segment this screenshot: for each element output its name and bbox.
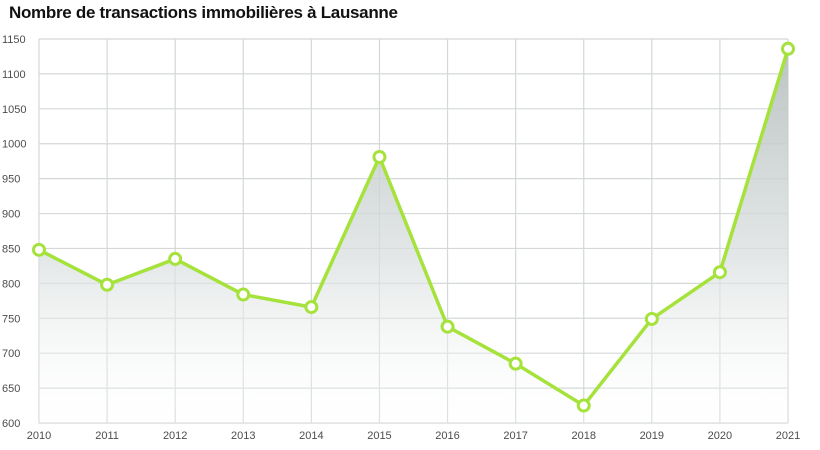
y-axis-labels: 600 650 700 750 800 850 900 950 1000 1050 1100 1150	[2, 34, 26, 430]
y-tick-label: 1000	[2, 139, 26, 151]
x-tick-label: 2020	[708, 430, 732, 442]
x-tick-label: 2018	[571, 430, 595, 442]
y-tick-label: 700	[2, 348, 20, 360]
data-point	[576, 398, 591, 413]
y-tick-label: 900	[2, 209, 20, 221]
series-line	[37, 47, 790, 408]
data-point	[304, 300, 319, 315]
data-point	[644, 311, 659, 326]
data-point	[100, 277, 115, 292]
x-tick-label: 2010	[27, 430, 51, 442]
y-tick-label: 600	[2, 418, 20, 430]
x-tick-label: 2019	[640, 430, 664, 442]
x-tick-label: 2015	[367, 430, 391, 442]
y-tick-label: 750	[2, 313, 20, 325]
x-tick-label: 2016	[435, 430, 459, 442]
data-point	[712, 265, 727, 280]
line-layer	[37, 47, 790, 408]
x-axis-labels: 2010 2011 2012 2013 2014 2015 2016 2017 2018 2019…	[27, 430, 800, 442]
data-point	[781, 41, 795, 56]
chart-title: Nombre de transactions immobilières à La…	[9, 3, 398, 22]
marker-layer	[32, 41, 795, 413]
y-tick-label: 950	[2, 174, 20, 186]
x-tick-label: 2014	[299, 430, 323, 442]
y-tick-label: 800	[2, 278, 20, 290]
x-tick-label: 2021	[776, 430, 800, 442]
data-point	[236, 287, 251, 302]
y-tick-label: 650	[2, 383, 20, 395]
y-tick-label: 1150	[2, 34, 26, 46]
y-tick-label: 850	[2, 243, 20, 255]
data-point	[508, 356, 523, 371]
data-point	[32, 242, 46, 257]
y-tick-label: 1100	[2, 69, 26, 81]
data-point	[372, 149, 387, 164]
area-fill	[39, 48, 788, 424]
x-tick-label: 2017	[503, 430, 527, 442]
area-layer	[39, 48, 788, 424]
y-tick-label: 1050	[2, 104, 26, 116]
x-tick-label: 2011	[95, 430, 119, 442]
x-tick-label: 2012	[163, 430, 187, 442]
data-point	[440, 319, 455, 334]
data-point	[168, 251, 183, 266]
x-tick-label: 2013	[231, 430, 255, 442]
